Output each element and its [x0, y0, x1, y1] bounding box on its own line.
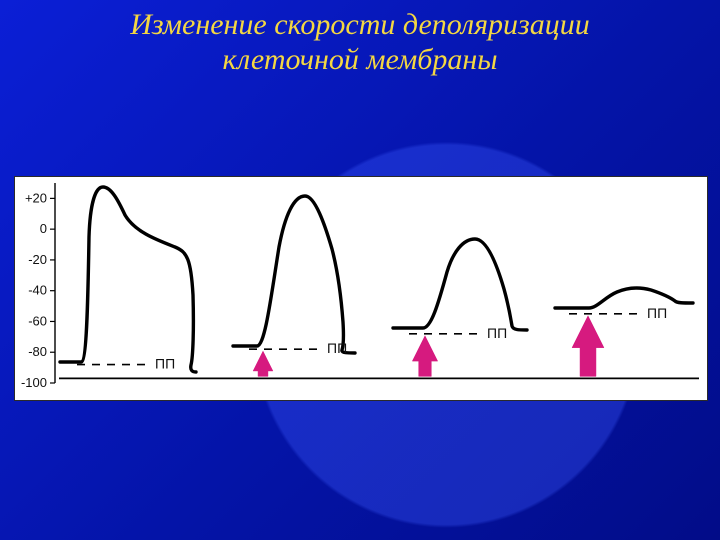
- up-arrow-3: [412, 336, 437, 377]
- ap-curve-1: [60, 187, 196, 372]
- up-arrow-4: [572, 316, 604, 377]
- ap-curve-4: [555, 288, 693, 308]
- ap-curve-2: [233, 196, 355, 353]
- y-tick-label: -40: [28, 283, 47, 298]
- pp-label-4: ПП: [647, 305, 667, 321]
- y-tick-label: -100: [21, 375, 47, 390]
- y-tick-label: -20: [28, 252, 47, 267]
- chart-panel: +20 0 -20 -40 -60 -80 -100 ПП ПП ПП ПП: [14, 176, 708, 401]
- pp-label-2: ПП: [327, 340, 347, 356]
- title-line-1: Изменение скорости деполяризации: [130, 8, 590, 41]
- y-tick-label: +20: [25, 190, 47, 205]
- pp-label-3: ПП: [487, 325, 507, 341]
- y-tick-label: -60: [28, 313, 47, 328]
- depolarization-chart: +20 0 -20 -40 -60 -80 -100 ПП ПП ПП ПП: [15, 177, 705, 398]
- pp-label-1: ПП: [155, 356, 175, 372]
- y-tick-label: -80: [28, 344, 47, 359]
- up-arrow-2: [253, 351, 273, 376]
- slide: Изменение скорости деполяризации клеточн…: [0, 0, 720, 540]
- ap-curve-3: [393, 239, 527, 330]
- y-tick-label: 0: [40, 221, 47, 236]
- title-line-2: клеточной мембраны: [222, 43, 497, 76]
- page-title: Изменение скорости деполяризации клеточн…: [0, 8, 720, 77]
